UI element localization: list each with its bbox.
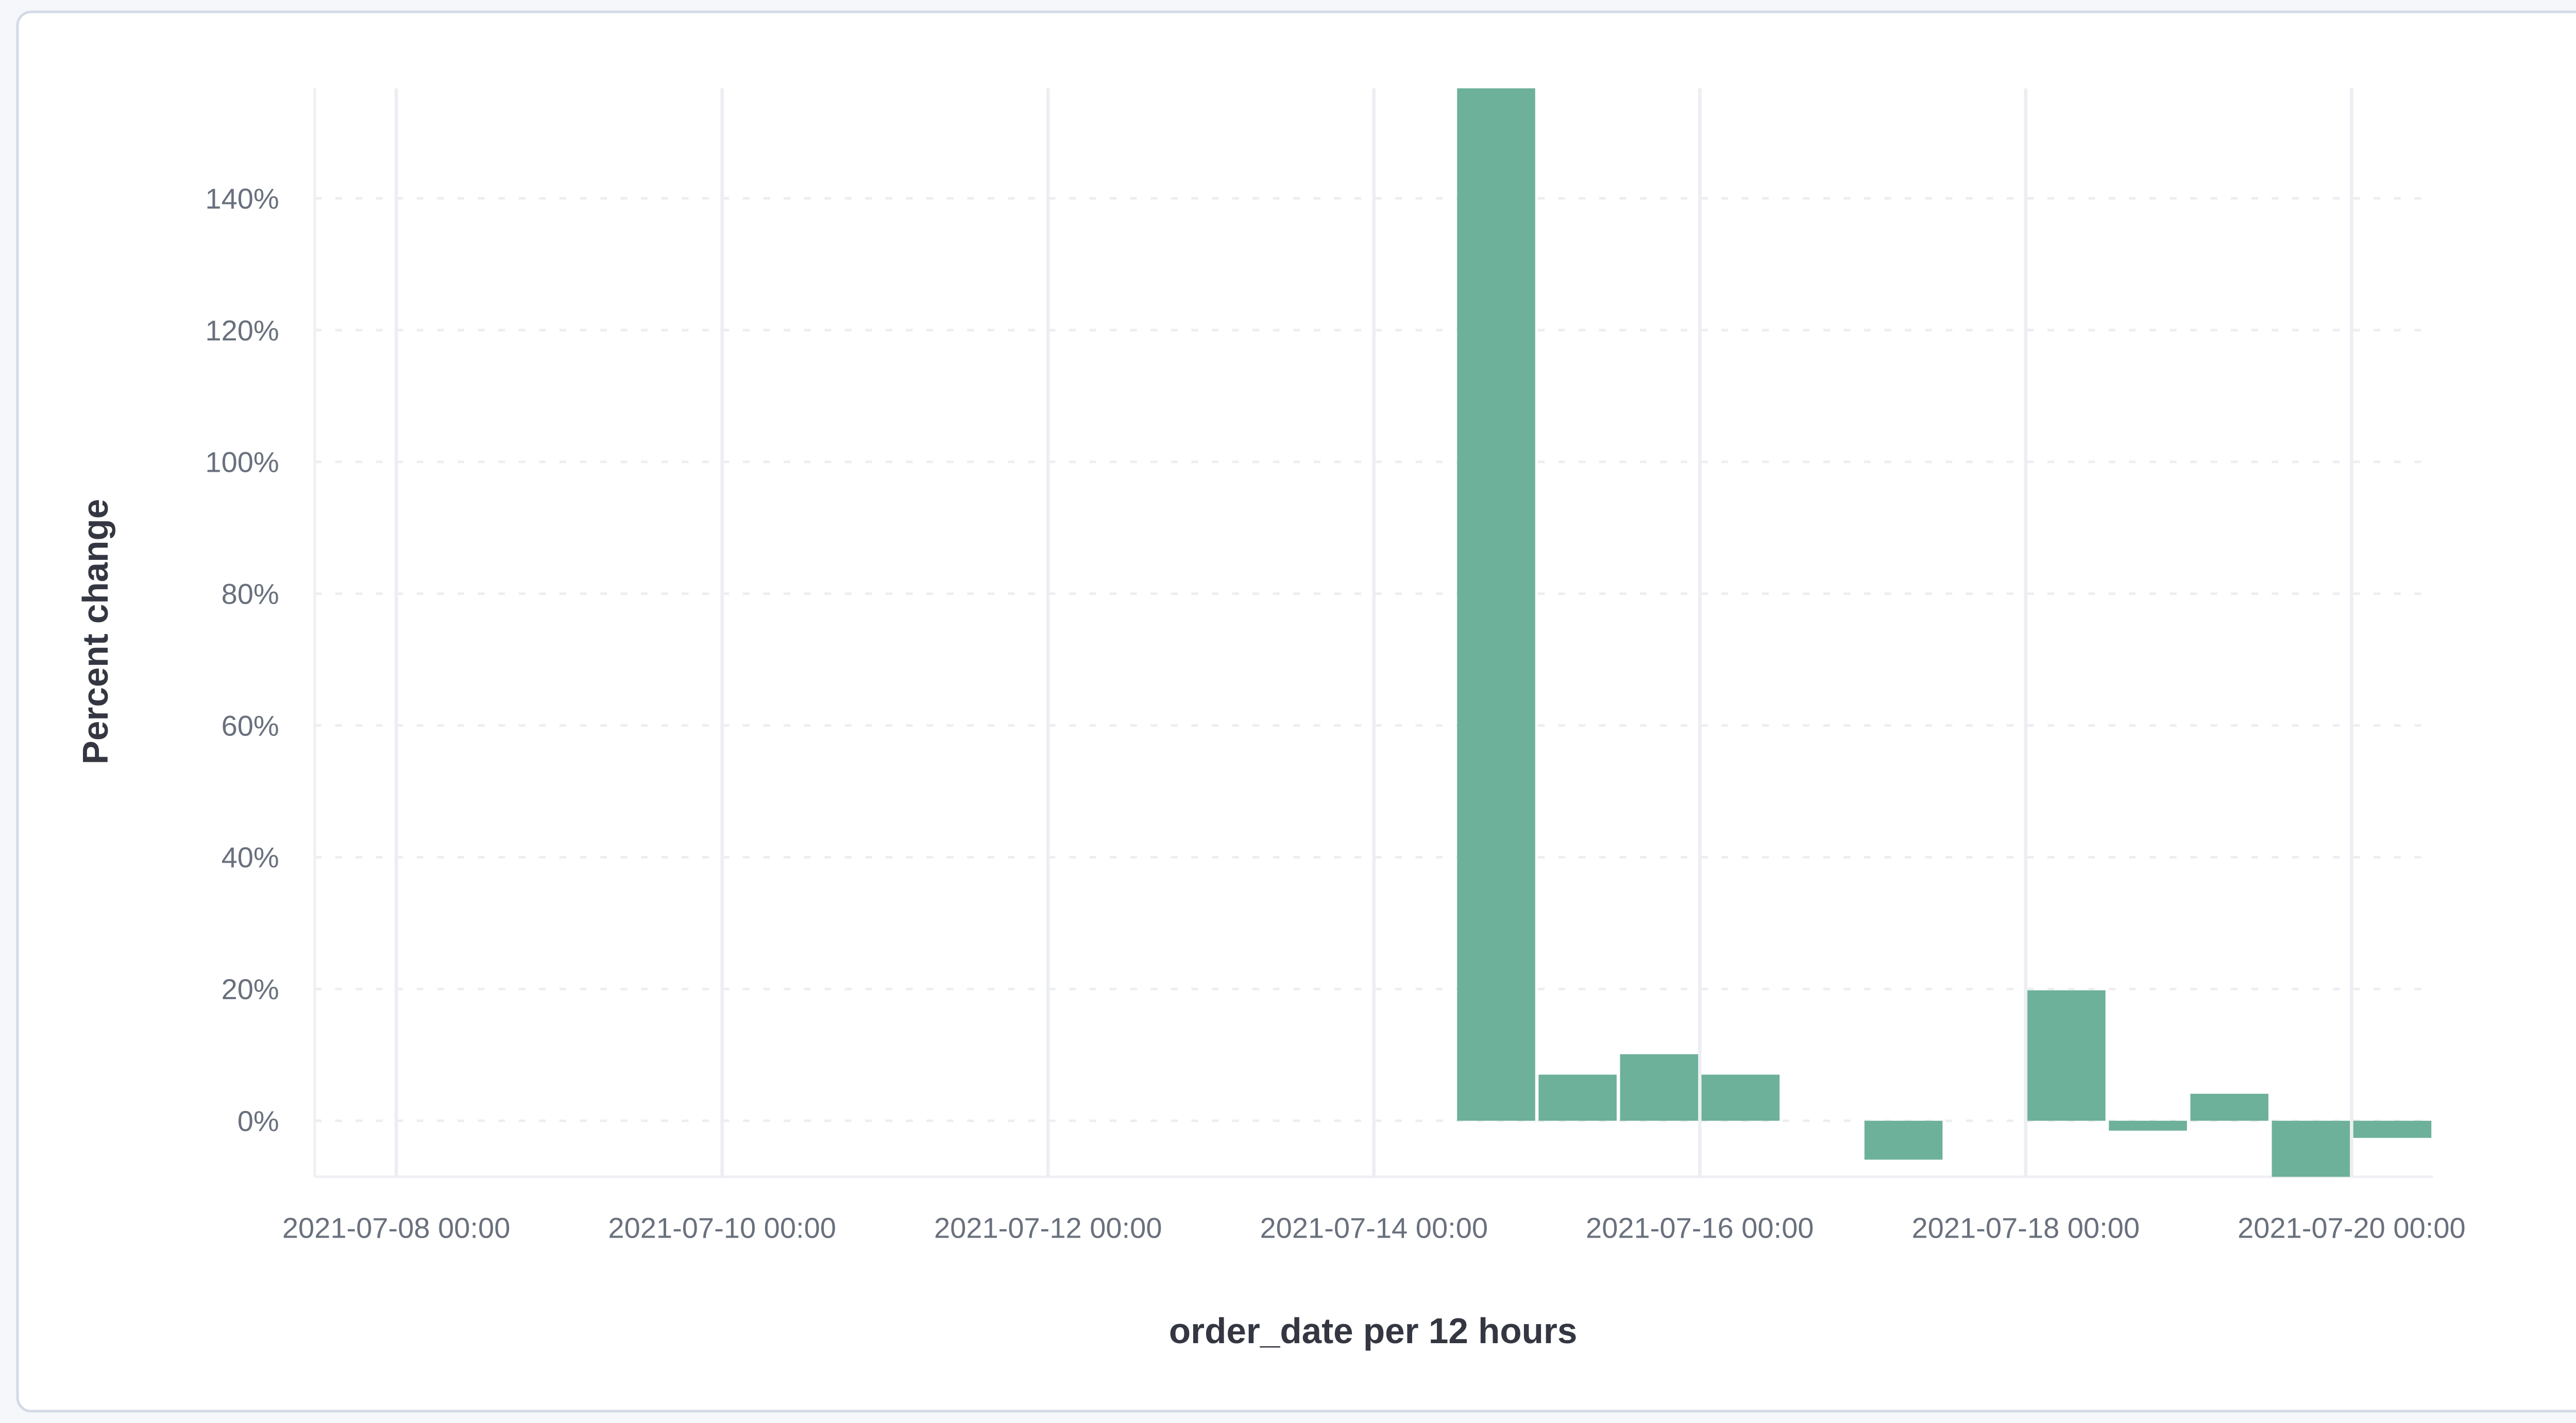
y-tick-label: 100% <box>205 446 279 478</box>
bars <box>1457 88 2432 1177</box>
x-tick-label: 2021-07-20 00:00 <box>2238 1212 2466 1244</box>
y-tick-label: 20% <box>222 973 279 1005</box>
x-tick-label: 2021-07-10 00:00 <box>608 1212 836 1244</box>
x-tick-label: 2021-07-18 00:00 <box>1912 1212 2140 1244</box>
grid <box>313 88 2433 1178</box>
y-tick-label: 80% <box>222 577 279 610</box>
bar <box>2109 1121 2187 1131</box>
y-axis-title: Percent change <box>75 499 115 764</box>
bar <box>2353 1121 2432 1138</box>
y-tick-label: 140% <box>205 182 279 215</box>
bar <box>2190 1093 2268 1121</box>
x-tick-label: 2021-07-16 00:00 <box>1586 1212 1814 1244</box>
bar <box>1864 1121 1943 1160</box>
x-tick-label: 2021-07-12 00:00 <box>934 1212 1162 1244</box>
bar <box>1620 1054 1699 1121</box>
y-tick-label: 40% <box>222 841 279 873</box>
x-tick-label: 2021-07-08 00:00 <box>282 1212 511 1244</box>
y-tick-label: 0% <box>238 1105 279 1137</box>
ticks: 0% 20% 40% 60% 80% 100% 120% 140% 2021-07-08 00:… <box>205 182 2465 1244</box>
chart-panel <box>16 10 2576 1413</box>
bar <box>1701 1074 1780 1121</box>
bar <box>2027 990 2106 1121</box>
bar <box>2272 1121 2350 1177</box>
y-tick-label: 60% <box>222 709 279 742</box>
bar <box>1538 1074 1617 1121</box>
x-axis-title: order_date per 12 hours <box>1169 1311 1577 1351</box>
x-tick-label: 2021-07-14 00:00 <box>1260 1212 1488 1244</box>
y-tick-label: 120% <box>205 314 279 347</box>
bar <box>1457 88 1535 1121</box>
